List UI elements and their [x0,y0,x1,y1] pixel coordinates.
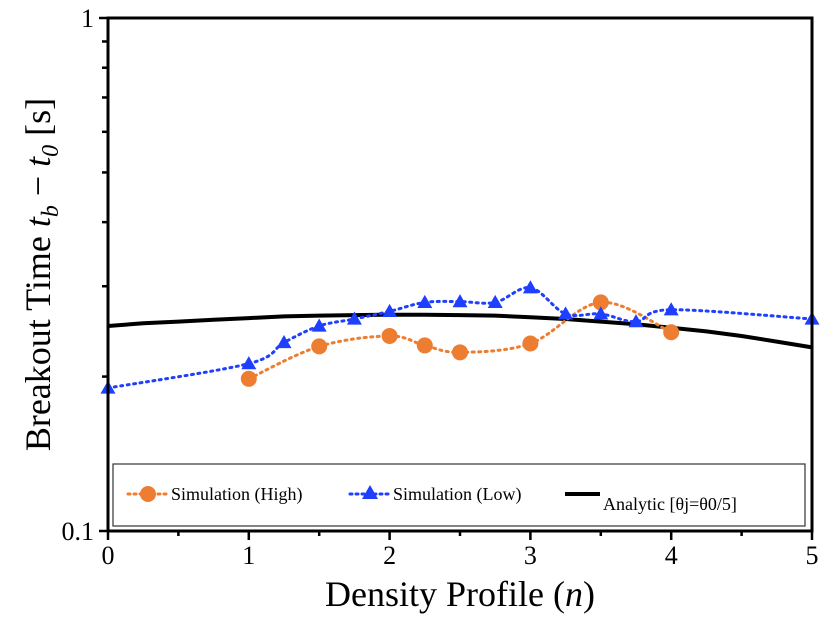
data-point [487,294,503,309]
x-tick-label: 1 [242,541,255,570]
plot-frame [106,16,814,533]
legend-box [112,463,806,527]
x-tick-label: 0 [102,541,115,570]
series-simulation-high [240,294,680,387]
series-line [107,312,813,350]
y-axis-title-minus: − [18,167,58,205]
y-axis-title-sub1: b [38,205,64,217]
y-tick-label: 0.1 [62,517,95,546]
legend-label-analytic: Analytic [θj=θ0/5] [603,494,737,514]
data-point [558,306,574,320]
y-axis-title-sub2: 0 [38,145,64,157]
x-axis-title-prefix: Density Profile ( [325,574,565,614]
y-axis-title: Breakout Time tb − t0 [s] [18,98,64,451]
x-tick-label: 5 [806,541,819,570]
legend-label-high: Simulation (High) [171,484,303,505]
legend-label-low: Simulation (Low) [393,484,522,505]
x-tick-label: 2 [383,541,396,570]
data-point [311,338,328,355]
data-point [452,344,468,361]
data-point [381,327,398,344]
data-point [663,324,680,341]
y-tick-label: 1 [81,4,94,33]
x-tick-label: 3 [524,541,537,570]
tick-labels-layer: 0 1 2 3 4 5 1 0.1 [62,4,819,570]
data-point [416,337,433,354]
x-axis-title-suffix: ) [583,574,595,614]
data-point [311,318,327,332]
data-point [593,306,609,320]
data-point [663,302,679,316]
data-point [417,294,433,309]
legend: Simulation (High) Simulation (Low) Analy… [112,463,806,527]
x-tick-label: 4 [665,541,678,570]
data-point [522,280,538,294]
legend-item-low: Simulation (Low) [348,484,522,505]
data-point [240,370,257,387]
data-point [276,335,292,349]
data-point [592,294,609,311]
legend-item-analytic: Analytic [θj=θ0/5] [565,492,737,514]
ticks-layer [99,16,814,540]
series-simulation-low [100,280,820,394]
legend-swatch-high-marker [140,486,156,502]
legend-item-high: Simulation (High) [126,484,303,505]
data-point [382,303,398,317]
y-axis-title-suffix: [s] [18,98,58,145]
data-point [452,294,468,308]
data-point [628,314,644,328]
series-analytic-j-0-5 [107,312,813,350]
data-point [346,311,362,325]
x-axis-title-var: n [565,574,583,614]
series-layer [100,280,820,394]
y-axis-title-t2: t [18,156,58,167]
x-axis-title: Density Profile (n) [325,574,595,614]
legend-swatch-low-marker [362,485,378,499]
y-axis-title-prefix: Breakout Time [18,227,58,451]
data-point [522,335,539,352]
y-axis-title-t1: t [18,216,58,227]
data-point [241,356,257,370]
